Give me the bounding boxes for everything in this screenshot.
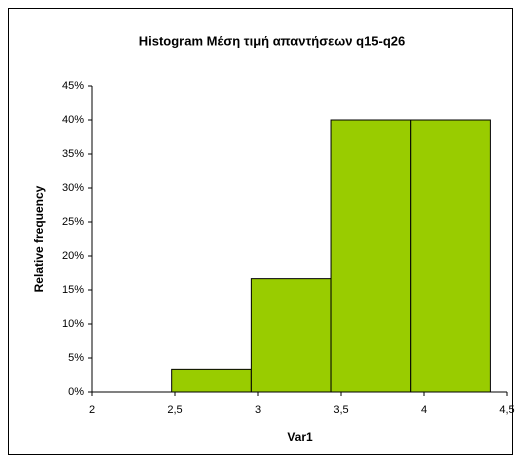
y-tick-label: 0% (68, 386, 84, 398)
y-tick-label: 40% (62, 114, 84, 126)
y-tick-label: 5% (68, 352, 84, 364)
y-tick-label: 25% (62, 216, 84, 228)
y-tick-label: 10% (62, 318, 84, 330)
y-tick-label: 30% (62, 182, 84, 194)
y-tick-label: 35% (62, 148, 84, 160)
y-axis-title: Relative frequency (32, 185, 46, 292)
bar (171, 368, 252, 393)
x-tick-label: 4 (421, 404, 427, 416)
x-tick-label: 2,5 (167, 404, 182, 416)
x-tick-label: 3,5 (333, 404, 348, 416)
x-tick-label: 2 (89, 404, 95, 416)
y-tick-label: 45% (62, 80, 84, 92)
y-tick-label: 15% (62, 284, 84, 296)
chart-title: Histogram Μέση τιμή απαντήσεων q15-q26 (139, 33, 406, 48)
bar (250, 278, 332, 393)
y-tick-label: 20% (62, 250, 84, 262)
x-axis-title: Var1 (287, 430, 313, 444)
x-tick-label: 3 (255, 404, 261, 416)
bar (330, 119, 412, 393)
bar (410, 119, 491, 393)
x-tick-label: 4,5 (499, 404, 514, 416)
